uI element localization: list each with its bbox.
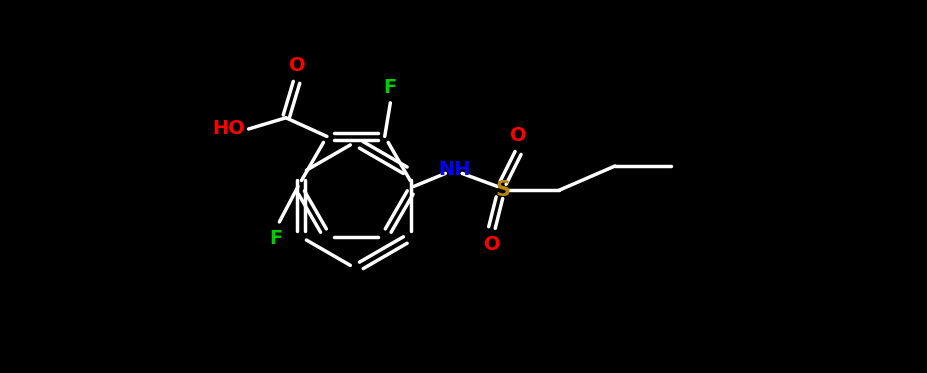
Text: NH: NH bbox=[438, 160, 470, 179]
Text: F: F bbox=[383, 78, 397, 97]
Text: O: O bbox=[288, 56, 305, 75]
Text: HO: HO bbox=[211, 119, 245, 138]
Text: S: S bbox=[495, 180, 510, 200]
Text: F: F bbox=[269, 229, 282, 248]
Text: O: O bbox=[483, 235, 500, 254]
Text: O: O bbox=[509, 126, 526, 145]
